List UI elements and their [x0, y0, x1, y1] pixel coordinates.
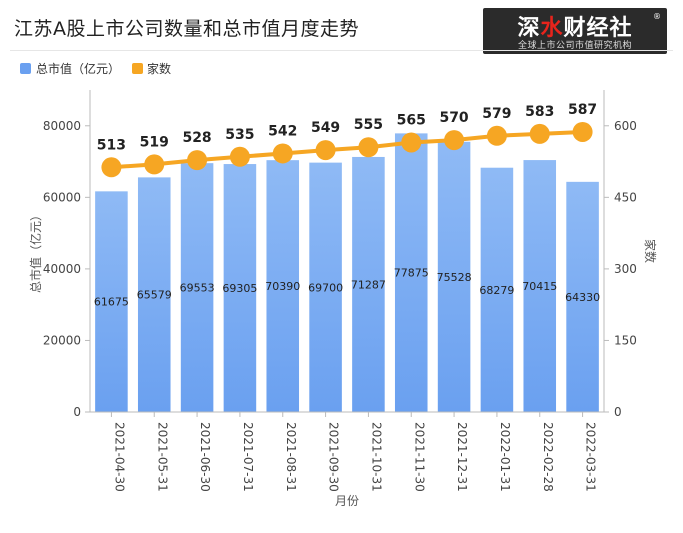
y-tick-label: 80000 [43, 119, 81, 133]
line-value-label: 587 [568, 102, 597, 118]
x-axis: 2021-04-30 2021-05-31 2021-06-30 2021-07-31… [90, 411, 604, 492]
y2-tick-label: 600 [614, 119, 637, 133]
x-tick-label: 2021-10-31 [369, 422, 383, 492]
bar [266, 160, 300, 412]
bar [480, 167, 514, 412]
y-tick-label: 0 [73, 405, 81, 419]
bar-value-label: 68279 [479, 284, 514, 297]
x-tick-label: 2021-06-30 [198, 422, 212, 492]
x-tick-label: 2021-05-31 [155, 422, 169, 492]
legend-label-count: 家数 [147, 61, 171, 76]
bar [437, 141, 471, 413]
logo-registered-mark: ® [653, 12, 661, 21]
y2-axis-title: 家数 [643, 239, 658, 263]
legend-label-market-cap: 总市值（亿元） [36, 61, 120, 76]
line-point [315, 140, 336, 161]
bar [95, 191, 128, 412]
x-tick-label: 2021-07-31 [241, 422, 255, 492]
bar-value-label: 77875 [394, 267, 429, 280]
y-tick-label: 20000 [43, 333, 81, 347]
bar [223, 164, 257, 412]
line-point [272, 143, 293, 164]
line-value-label: 579 [482, 106, 511, 122]
line-data-labels: 513 519 528 535 542 549 555 565 570 579 583 587 [97, 102, 597, 153]
y2-tick-label: 0 [614, 405, 622, 419]
line-point [486, 125, 507, 146]
bar-value-label: 71287 [351, 278, 386, 291]
bar-value-label: 70390 [265, 280, 300, 293]
line-value-label: 583 [525, 104, 554, 120]
x-axis-title: 月份 [335, 494, 359, 508]
line-point [144, 154, 165, 175]
y-tick-label: 60000 [43, 190, 81, 204]
bar [352, 156, 385, 412]
bar-value-label: 65579 [137, 289, 172, 302]
y-tick-label: 40000 [43, 262, 81, 276]
bar [394, 133, 428, 412]
bar-data-labels: 61675 65579 69553 69305 70390 69700 71287 77875… [94, 267, 600, 309]
y-axis-left: 0 20000 40000 60000 80000 [43, 90, 91, 419]
line-value-label: 570 [439, 110, 468, 126]
y-axis-right: 0 150 300 450 600 [603, 90, 637, 419]
y2-tick-label: 450 [614, 190, 637, 204]
bar-value-label: 70415 [522, 280, 557, 293]
x-tick-label: 2021-09-30 [327, 422, 341, 492]
line-point [187, 150, 208, 171]
bar [137, 177, 171, 412]
bar-series [95, 133, 599, 413]
line-value-label: 565 [397, 112, 426, 128]
line-point [572, 121, 593, 142]
line-value-label: 513 [97, 137, 126, 153]
legend-swatch-count [132, 63, 143, 74]
bar-value-label: 75528 [437, 271, 472, 284]
line-point [101, 157, 122, 178]
brand-logo: 深水财经社 ® 全球上市公司市值研究机构 [483, 8, 667, 54]
x-tick-label: 2021-08-31 [284, 422, 298, 492]
bar-value-label: 69553 [180, 282, 215, 295]
line-value-label: 528 [182, 130, 211, 146]
line-series [101, 121, 593, 178]
line-value-label: 535 [225, 127, 254, 143]
bar [566, 181, 599, 412]
x-tick-label: 2021-12-31 [455, 422, 469, 492]
bar [309, 162, 342, 412]
line-point [358, 137, 379, 158]
legend-swatch-market-cap [20, 63, 31, 74]
y-axis-title: 总市值（亿元） [28, 209, 43, 293]
y2-tick-label: 150 [614, 333, 637, 347]
x-tick-label: 2022-01-31 [498, 422, 512, 492]
line-value-label: 519 [140, 134, 169, 150]
title-divider [10, 50, 673, 51]
logo-subtitle: 全球上市公司市值研究机构 [517, 41, 632, 51]
bar [523, 160, 557, 412]
line-value-label: 555 [354, 117, 383, 133]
bar-value-label: 69305 [222, 282, 257, 295]
x-tick-label: 2022-03-31 [584, 422, 598, 492]
x-tick-label: 2021-04-30 [112, 422, 126, 492]
line-point [229, 146, 250, 167]
bar-value-label: 61675 [94, 296, 129, 309]
bar-value-label: 69700 [308, 281, 343, 294]
line-value-label: 549 [311, 120, 340, 136]
line-point [401, 132, 422, 153]
line-point [529, 123, 550, 144]
x-tick-label: 2021-11-30 [412, 422, 426, 492]
bar [180, 163, 214, 412]
logo-text: 深水财经社 [517, 16, 633, 41]
x-tick-label: 2022-02-28 [541, 422, 555, 492]
line-point [444, 130, 465, 151]
page-title: 江苏A股上市公司数量和总市值月度走势 [14, 18, 359, 40]
y2-tick-label: 300 [614, 262, 637, 276]
chart-legend: 总市值（亿元） 家数 [20, 61, 171, 76]
bar-value-label: 64330 [565, 291, 600, 304]
line-value-label: 542 [268, 123, 297, 139]
